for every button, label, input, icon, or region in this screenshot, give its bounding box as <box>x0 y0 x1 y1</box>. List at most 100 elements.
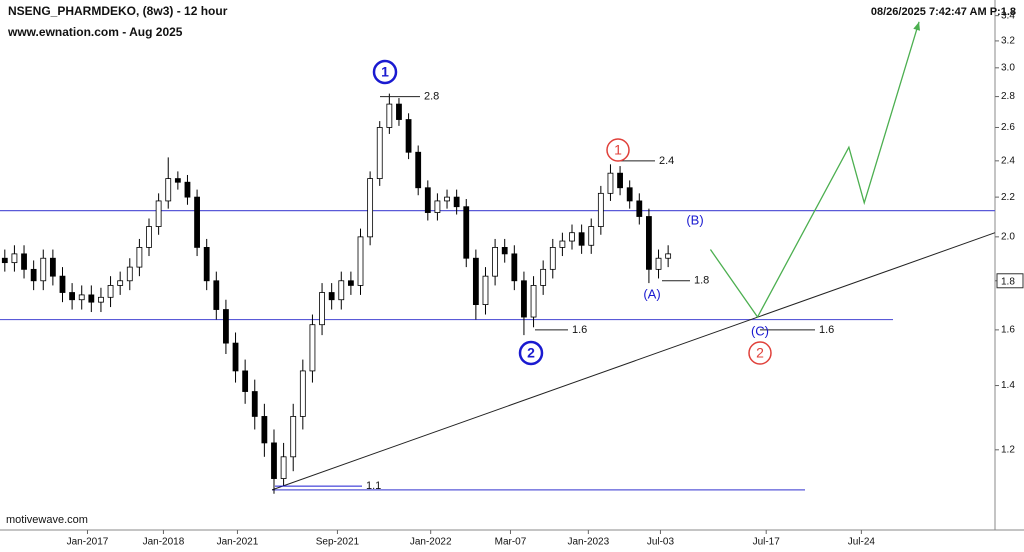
y-tick-label: 3.0 <box>1001 62 1015 73</box>
x-tick-label: Jan-2021 <box>217 537 259 548</box>
y-tick-label: 2.2 <box>1001 192 1015 203</box>
candle-body <box>203 247 210 282</box>
y-tick-label: 2.6 <box>1001 122 1015 133</box>
candle-body <box>338 280 345 301</box>
x-tick-label: Jan-2022 <box>410 537 452 548</box>
wave-label: 2 <box>756 345 764 361</box>
candle-body <box>309 324 316 372</box>
wave-circle <box>518 340 544 366</box>
candle-body <box>357 236 364 286</box>
candle-body <box>223 309 229 344</box>
candle-body <box>213 280 220 310</box>
last-price-box <box>996 273 1024 289</box>
candle-body <box>261 416 268 444</box>
price-label: 2.4 <box>659 155 674 167</box>
candle-body <box>597 192 604 227</box>
x-tick-label: Jul-17 <box>753 537 781 548</box>
candle-body <box>328 292 335 301</box>
wave-label: (A) <box>643 286 660 301</box>
candle-body <box>386 103 393 128</box>
wave-label: 1 <box>381 64 389 80</box>
y-tick-label: 2.8 <box>1001 91 1015 102</box>
price-label: 1.8 <box>694 275 709 287</box>
candle-body <box>69 292 76 301</box>
y-tick-label: 1.4 <box>1001 380 1015 391</box>
x-tick-label: Sep-2021 <box>316 537 360 548</box>
candle-body <box>540 268 547 286</box>
candle-body <box>271 442 277 479</box>
candle-body <box>626 187 633 202</box>
candle-body <box>424 187 431 213</box>
price-label: 2.8 <box>424 90 439 102</box>
candle-body <box>607 172 614 194</box>
y-tick-label: 2.4 <box>1001 155 1015 166</box>
candle-body <box>655 257 662 270</box>
projection-path <box>709 21 920 319</box>
x-tick-label: Jan-2023 <box>567 537 609 548</box>
candle-body <box>434 200 441 213</box>
x-tick-label: Jul-03 <box>647 537 675 548</box>
price-label: 1.6 <box>819 324 834 336</box>
candle-body <box>98 296 104 303</box>
candle-body <box>588 226 595 246</box>
y-tick-label: 1.6 <box>1001 325 1015 336</box>
timestamp: 08/26/2025 7:42:47 AM P:1.8 <box>871 6 1016 18</box>
x-tick-label: Mar-07 <box>495 537 527 548</box>
wave-label: 1 <box>614 142 622 158</box>
candle-body <box>453 196 460 208</box>
wave-circle <box>748 341 772 365</box>
candle-body <box>665 253 672 259</box>
candle-body <box>415 151 422 189</box>
candle-body <box>11 253 18 264</box>
wave-circle <box>372 59 398 85</box>
candle-body <box>117 280 124 286</box>
candle-body <box>165 178 172 202</box>
candle-body <box>194 196 200 248</box>
candle-body <box>511 253 518 282</box>
candle-body <box>107 285 114 298</box>
candle-body <box>184 181 191 198</box>
candle-body <box>88 294 95 303</box>
candle-body <box>49 257 56 277</box>
candle-body <box>646 216 652 270</box>
candle-body <box>242 370 249 392</box>
chart-title: NSENG_PHARMDEKO, (8w3) - 12 hour <box>8 4 228 18</box>
x-tick-label: Jul-24 <box>848 537 876 548</box>
candle-body <box>30 268 37 282</box>
candle-body <box>501 247 508 255</box>
candle-body <box>126 266 133 282</box>
candle-body <box>578 232 585 246</box>
candle-body <box>376 127 383 179</box>
candle-body <box>136 247 143 268</box>
candle-body <box>40 257 47 282</box>
candle-body <box>472 257 479 306</box>
candle-body <box>569 232 575 242</box>
wave-label: (B) <box>686 212 703 227</box>
candle-body <box>347 280 354 286</box>
x-tick-label: Jan-2017 <box>67 537 109 548</box>
candle-body <box>251 391 258 417</box>
last-price-label: 1.8 <box>1001 276 1015 287</box>
y-tick-label: 2.0 <box>1001 231 1015 242</box>
y-tick-label: 3.4 <box>1001 10 1015 21</box>
candle-body <box>396 103 402 120</box>
candle-body <box>405 119 412 153</box>
candle-body <box>280 456 287 479</box>
y-tick-label: 1.2 <box>1001 444 1015 455</box>
candle-body <box>1 257 8 264</box>
y-tick-label: 3.2 <box>1001 36 1015 47</box>
trendline <box>271 232 996 491</box>
candle-body <box>636 200 643 217</box>
chart-subtitle: www.ewnation.com - Aug 2025 <box>7 25 183 39</box>
candle-body <box>174 178 181 183</box>
candle-body <box>367 178 374 238</box>
price-label: 1.1 <box>366 480 381 492</box>
candle-body <box>463 206 470 259</box>
arrow-head <box>913 21 921 31</box>
candle-body <box>521 280 527 318</box>
price-label: 1.6 <box>572 324 587 336</box>
candle-body <box>482 275 489 306</box>
candle-body <box>59 275 66 293</box>
wave-label: 2 <box>527 345 535 361</box>
